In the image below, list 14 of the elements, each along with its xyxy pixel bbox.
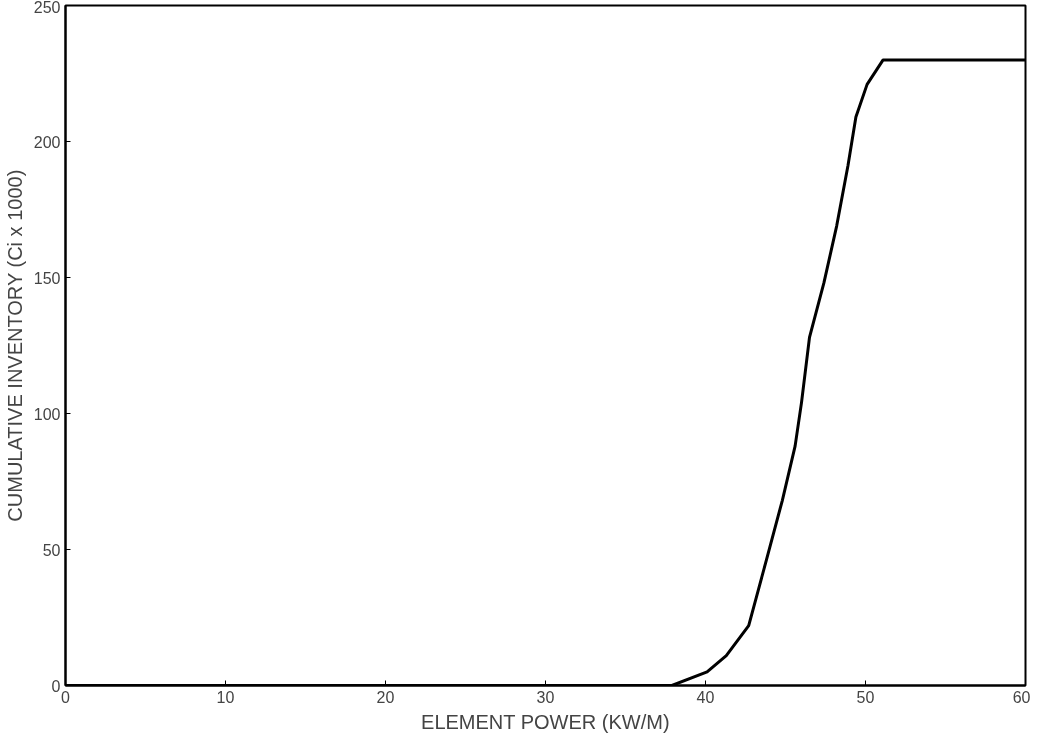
y-tick-label: 200 bbox=[33, 133, 61, 151]
x-tick-label: 60 bbox=[1012, 688, 1031, 706]
y-tick-label: 50 bbox=[42, 541, 61, 559]
x-tick-label: 40 bbox=[696, 688, 715, 706]
x-tick-label: 30 bbox=[536, 688, 555, 706]
x-axis-title: ELEMENT POWER (KW/M) bbox=[421, 710, 670, 733]
y-axis-title: CUMULATIVE INVENTORY (Ci x 1000) bbox=[3, 169, 26, 522]
x-tick-label: 20 bbox=[376, 688, 395, 706]
x-tick-label: 50 bbox=[856, 688, 875, 706]
x-tick-label: 10 bbox=[216, 688, 235, 706]
y-tick-label: 0 bbox=[51, 677, 61, 695]
y-tick-label: 100 bbox=[33, 405, 61, 423]
y-tick-label: 250 bbox=[33, 0, 61, 16]
y-tick-label: 150 bbox=[33, 269, 61, 287]
